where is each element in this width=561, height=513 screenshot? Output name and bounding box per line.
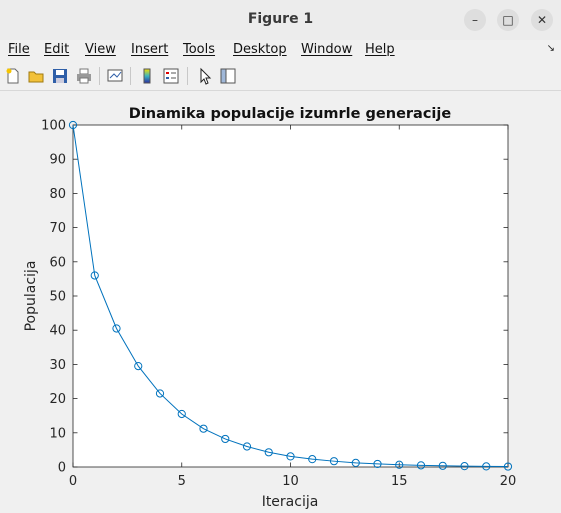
y-tick-label: 50	[49, 290, 66, 305]
data-point-marker	[242, 442, 252, 451]
figure-plot-area[interactable]: Dinamika populacije izumrle generacije 0…	[0, 91, 561, 513]
x-tick-label: 5	[178, 474, 186, 489]
menu-window[interactable]: Window	[301, 42, 353, 57]
data-point-marker	[438, 461, 447, 470]
x-tick-label: 15	[391, 474, 408, 489]
data-point-marker	[112, 324, 121, 333]
y-tick-label: 100	[41, 119, 66, 134]
maximize-button[interactable]: □	[497, 9, 519, 31]
property-inspector-icon[interactable]	[219, 67, 237, 85]
menu-tools[interactable]: Tools	[183, 42, 216, 57]
data-point-marker	[482, 462, 491, 471]
link-plot-icon[interactable]	[106, 67, 124, 85]
data-point-marker	[329, 457, 339, 466]
data-point-marker	[395, 460, 404, 469]
y-tick-label: 40	[49, 324, 66, 339]
close-button[interactable]: ✕	[531, 9, 553, 31]
data-point-marker	[177, 409, 186, 419]
y-axis-label: Populacija	[23, 261, 39, 332]
y-tick-label: 90	[49, 153, 66, 168]
legend-icon[interactable]	[162, 67, 180, 85]
data-point-marker	[503, 462, 513, 471]
toolbar-separator	[130, 67, 131, 85]
y-tick-label: 70	[49, 221, 66, 236]
data-point-marker	[155, 389, 165, 398]
pointer-icon[interactable]	[196, 67, 214, 85]
menu-edit[interactable]: Edit	[44, 42, 70, 57]
window-title: Figure 1	[247, 11, 314, 27]
data-point-marker	[373, 459, 382, 469]
new-figure-icon[interactable]	[4, 67, 22, 85]
y-tick-label: 10	[49, 426, 66, 441]
data-point-marker	[199, 424, 208, 433]
data-point-marker	[308, 455, 317, 464]
x-tick-label: 20	[500, 474, 517, 489]
axes-background	[72, 124, 509, 468]
window-titlebar: Figure 1 – □ ✕	[0, 0, 561, 41]
menu-insert[interactable]: Insert	[131, 42, 169, 57]
data-point-marker	[68, 120, 78, 130]
minimize-button[interactable]: –	[464, 9, 486, 31]
print-icon[interactable]	[75, 67, 93, 85]
series-line	[72, 124, 509, 468]
menu-view[interactable]: View	[85, 42, 116, 57]
x-tick-label: 10	[282, 474, 299, 489]
menu-file[interactable]: File	[8, 42, 30, 57]
data-point-marker	[460, 462, 469, 471]
menu-desktop[interactable]: Desktop	[233, 42, 287, 57]
chart-title: Dinamika populacije izumrle generacije	[129, 106, 452, 122]
data-point-marker	[351, 458, 360, 467]
data-point-marker	[416, 461, 426, 470]
menu-bar: File Edit View Insert Tools Desktop Wind…	[0, 40, 561, 62]
y-tick-label: 0	[58, 461, 66, 476]
data-point-marker	[286, 452, 295, 461]
toolbar-separator	[187, 67, 188, 85]
save-icon[interactable]	[51, 67, 69, 85]
y-tick-label: 80	[49, 187, 66, 202]
y-tick-label: 20	[49, 392, 66, 407]
open-file-icon[interactable]	[27, 67, 45, 85]
y-tick-label: 60	[49, 255, 66, 270]
x-tick-label: 0	[69, 474, 77, 489]
data-point-marker	[264, 448, 273, 457]
menu-arrow-icon[interactable]: ↘	[546, 43, 555, 54]
data-point-marker	[221, 434, 230, 444]
toolbar-separator	[99, 67, 100, 85]
x-axis-label: Iteracija	[262, 494, 319, 510]
colorbar-icon[interactable]	[138, 67, 156, 85]
menu-help[interactable]: Help	[365, 42, 395, 57]
data-point-marker	[90, 271, 99, 280]
data-point-marker	[134, 362, 143, 371]
y-tick-label: 30	[49, 358, 66, 373]
figure-toolbar	[0, 62, 561, 91]
